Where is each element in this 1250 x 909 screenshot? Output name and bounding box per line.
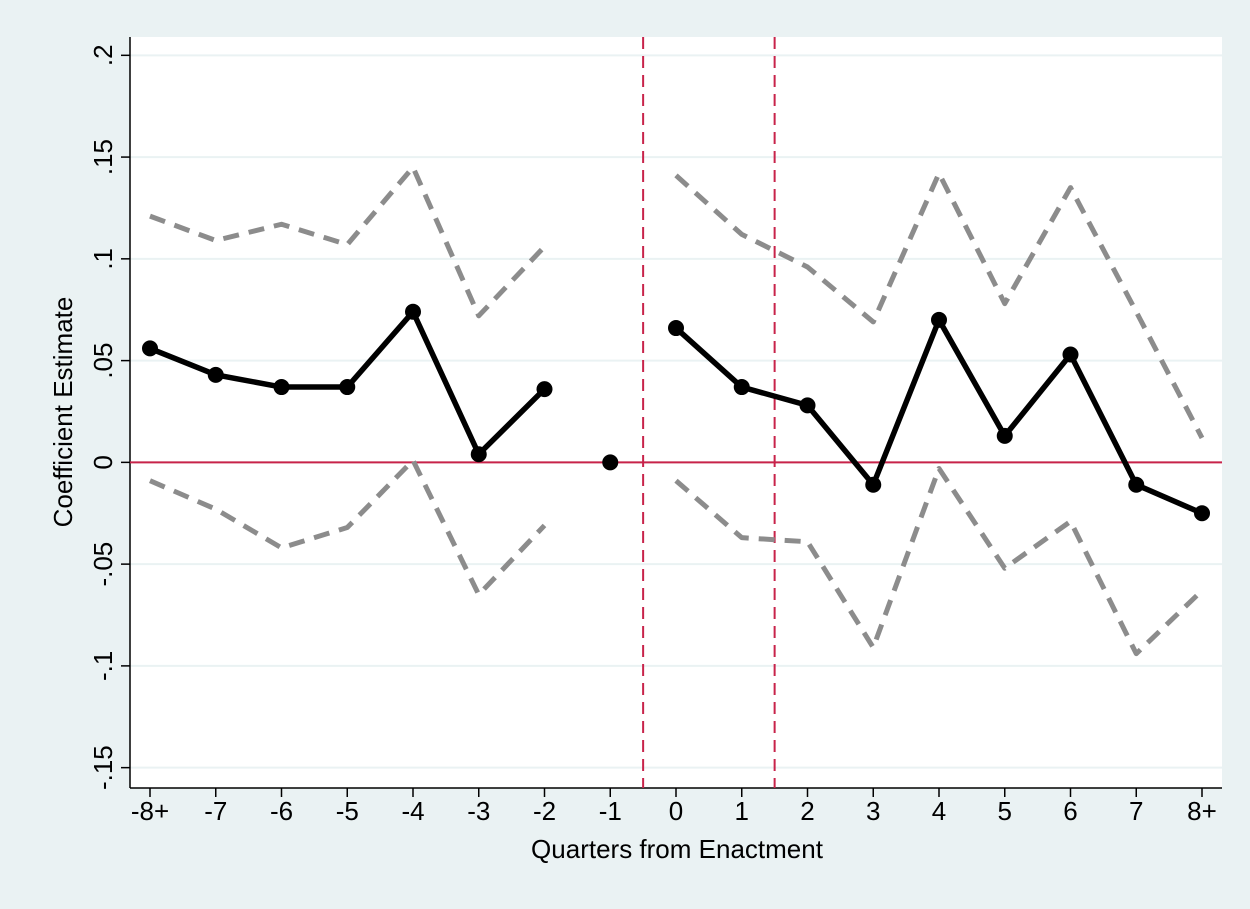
marker (405, 303, 421, 320)
y-tick-label: .15 (88, 139, 118, 175)
marker (339, 379, 356, 396)
x-tick-label: -4 (401, 796, 424, 826)
y-tick-label: -.15 (88, 745, 118, 790)
marker (865, 476, 882, 493)
x-tick-label: 3 (866, 796, 880, 826)
y-tick-label: -.05 (88, 542, 118, 587)
marker (602, 454, 619, 471)
marker (470, 446, 487, 463)
x-tick-label: -6 (270, 796, 293, 826)
marker (733, 379, 750, 396)
marker (1128, 476, 1145, 493)
x-axis-label: Quarters from Enactment (531, 834, 824, 864)
x-tick-label: 5 (998, 796, 1012, 826)
marker (142, 340, 158, 357)
x-tick-label: -5 (336, 796, 359, 826)
x-tick-label: 1 (735, 796, 749, 826)
x-tick-label: -7 (204, 796, 227, 826)
marker (931, 311, 947, 328)
x-tick-label: -8+ (131, 796, 169, 826)
marker (273, 379, 290, 396)
confidence-line (149, 164, 1205, 440)
y-tick-label: .1 (88, 248, 118, 270)
marker (799, 397, 816, 414)
confidence-line (149, 457, 1204, 657)
marker (1062, 346, 1079, 363)
x-tick-label: 2 (800, 796, 814, 826)
plot-area (130, 37, 1222, 788)
marker (536, 381, 553, 398)
y-axis-label: Coefficient Estimate (48, 297, 78, 528)
marker (1194, 505, 1210, 522)
y-tick-label: .05 (88, 343, 118, 379)
y-tick-label: .2 (88, 44, 118, 66)
x-tick-label: -3 (467, 796, 490, 826)
marker (668, 320, 684, 337)
marker (207, 366, 224, 383)
x-tick-label: 4 (932, 796, 946, 826)
x-tick-label: 6 (1063, 796, 1077, 826)
y-tick-label: 0 (88, 455, 118, 469)
x-tick-label: -1 (599, 796, 622, 826)
marker (996, 427, 1013, 444)
x-tick-label: 0 (669, 796, 683, 826)
x-tick-label: -2 (533, 796, 556, 826)
x-tick-label: 8+ (1187, 796, 1217, 826)
y-tick-label: -.1 (88, 651, 118, 681)
x-tick-label: 7 (1129, 796, 1143, 826)
